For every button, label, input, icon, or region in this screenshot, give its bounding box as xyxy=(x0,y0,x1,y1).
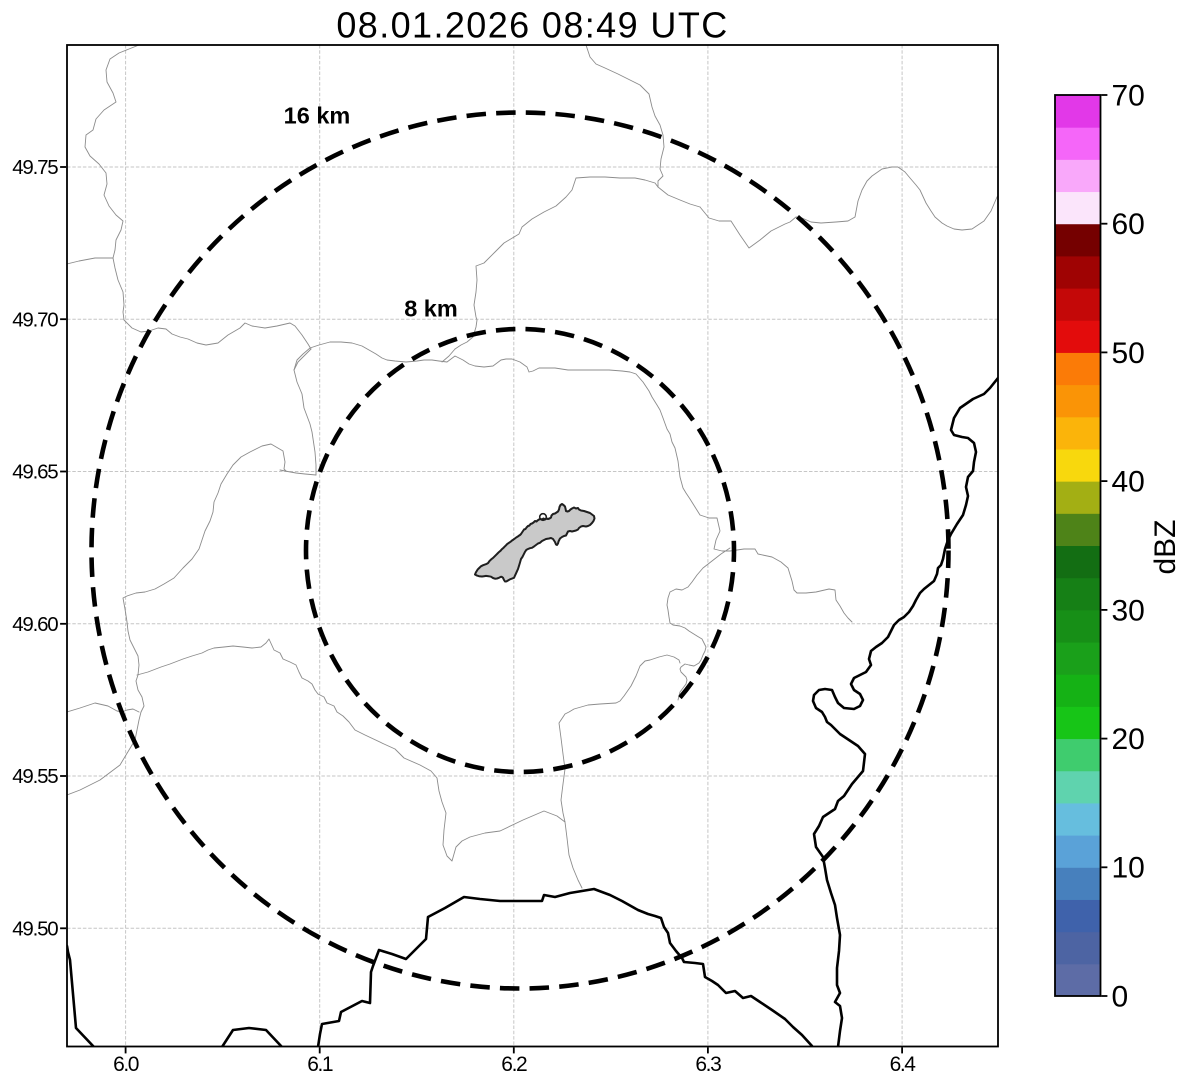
svg-text:08.01.2026 08:49 UTC: 08.01.2026 08:49 UTC xyxy=(336,5,728,46)
svg-text:20: 20 xyxy=(1112,723,1145,756)
svg-text:6.4: 6.4 xyxy=(890,1053,917,1076)
svg-text:0: 0 xyxy=(1112,980,1129,1013)
svg-text:49.60: 49.60 xyxy=(12,613,58,636)
svg-text:60: 60 xyxy=(1112,208,1145,241)
svg-text:49.70: 49.70 xyxy=(12,308,58,331)
svg-text:50: 50 xyxy=(1112,337,1145,370)
svg-text:40: 40 xyxy=(1112,466,1145,499)
svg-text:dBZ: dBZ xyxy=(1149,519,1182,574)
svg-text:49.50: 49.50 xyxy=(12,918,58,941)
svg-text:6.0: 6.0 xyxy=(113,1053,139,1076)
svg-text:30: 30 xyxy=(1112,594,1145,627)
svg-text:16 km: 16 km xyxy=(284,103,351,129)
svg-text:6.2: 6.2 xyxy=(501,1053,527,1076)
svg-text:70: 70 xyxy=(1112,79,1145,112)
svg-text:49.55: 49.55 xyxy=(12,765,58,788)
svg-text:10: 10 xyxy=(1112,852,1145,885)
svg-text:6.1: 6.1 xyxy=(307,1053,333,1076)
svg-text:49.75: 49.75 xyxy=(12,156,58,179)
svg-text:6.3: 6.3 xyxy=(695,1053,721,1076)
svg-text:8 km: 8 km xyxy=(404,296,458,322)
svg-text:49.65: 49.65 xyxy=(12,461,58,484)
